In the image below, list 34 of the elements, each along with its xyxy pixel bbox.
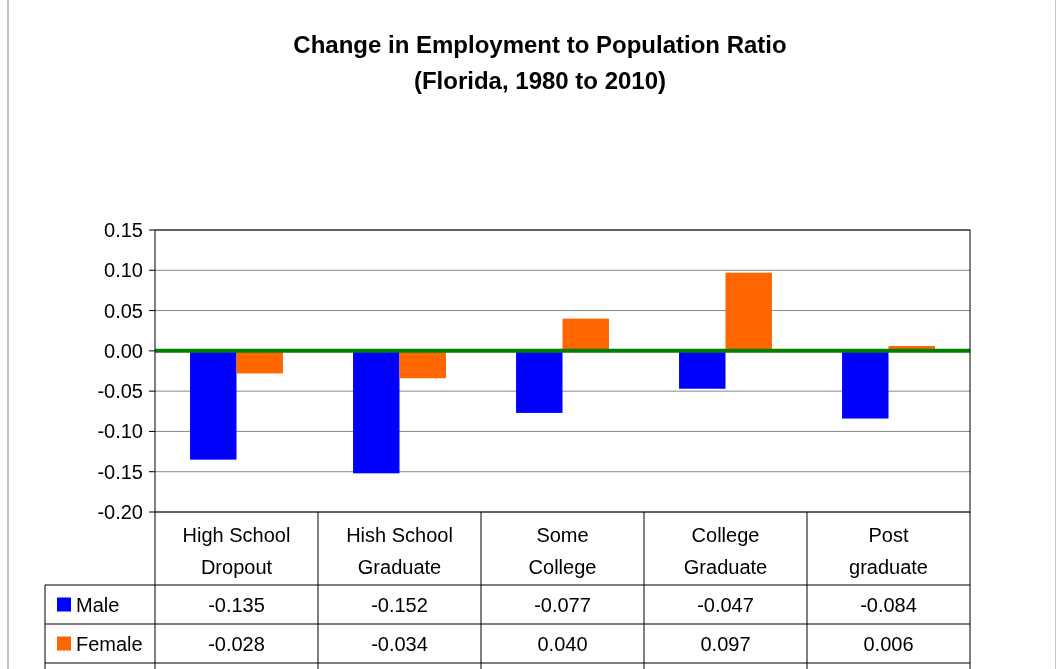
bar	[190, 350, 237, 460]
data-label: -0.077	[534, 593, 591, 616]
x-tick-label: High School Dropout	[182, 524, 291, 578]
bar	[725, 272, 772, 351]
data-label: -0.152	[371, 593, 428, 616]
legend-label: Female	[76, 632, 143, 655]
x-tick-label: Hish School Graduate	[346, 524, 453, 578]
y-tick-label: 0.15	[104, 219, 143, 241]
y-tick-label: -0.10	[97, 420, 143, 443]
data-label: 0.006	[863, 632, 914, 655]
data-label: -0.028	[208, 632, 265, 655]
data-label: 0.097	[700, 632, 751, 655]
y-tick-label: -0.15	[97, 460, 143, 483]
chart-title: Change in Employment to Population Ratio (Florida, 1980 to 2010)	[293, 31, 787, 94]
x-tick-label: College Graduate	[683, 524, 768, 578]
bar	[842, 350, 889, 419]
y-tick-label: -0.20	[97, 501, 143, 523]
y-tick-label: 0.10	[104, 259, 143, 282]
data-label: 0.040	[537, 632, 588, 655]
bar	[679, 350, 726, 389]
data-label: -0.084	[860, 593, 917, 616]
y-tick-label: 0.00	[104, 339, 143, 362]
y-tick-label: -0.05	[97, 380, 143, 403]
x-tick-label: Some College	[528, 524, 597, 578]
x-tick-label: Post graduate	[849, 524, 928, 578]
legend-label: Male	[76, 593, 120, 616]
data-label: -0.135	[208, 593, 265, 616]
data-label: -0.047	[697, 593, 754, 616]
bar	[353, 350, 400, 474]
data-label: -0.034	[371, 632, 428, 655]
bar	[516, 350, 563, 413]
bar	[562, 318, 609, 351]
bar	[399, 350, 446, 379]
y-tick-label: 0.05	[104, 299, 143, 322]
